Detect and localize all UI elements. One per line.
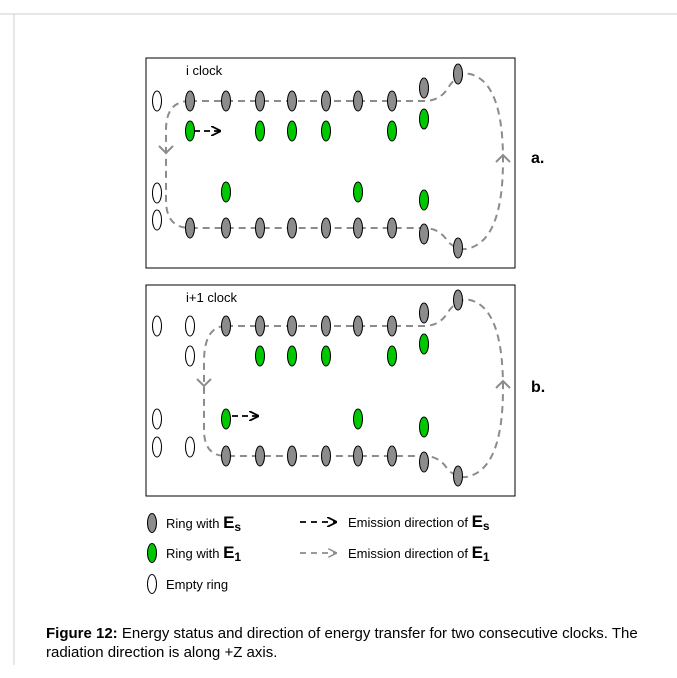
panel-a-green-ring xyxy=(387,120,397,142)
panel-a-bottom-gray-ring xyxy=(453,237,463,259)
panel-b-bottom-gray-ring xyxy=(353,445,363,467)
rings xyxy=(152,63,463,487)
panel-b-loop xyxy=(203,298,505,479)
panel-a-bottom-gray-ring xyxy=(353,217,363,239)
panel-b-green-ring xyxy=(221,408,231,430)
panel-b-top-gray-ring xyxy=(387,315,397,337)
legend-es-subscript: s xyxy=(234,520,241,534)
panel-a-clock-label: i clock xyxy=(186,63,223,78)
legend-ring-e1-prefix: Ring with xyxy=(166,546,223,561)
panel-a-label: a. xyxy=(531,150,544,167)
panel-b-bottom-gray-ring xyxy=(255,445,265,467)
panel-b-top-gray-ring xyxy=(453,289,463,311)
panel-b-green-ring xyxy=(387,345,397,367)
panel-a-loop-arrow-down xyxy=(158,145,174,155)
legend-es-symbol: E xyxy=(223,513,234,532)
legend-e1-symbol: E xyxy=(223,543,234,562)
legend-ring-es-text: Ring with Es xyxy=(166,513,241,534)
panel-b-empty-ring xyxy=(152,408,162,430)
panel-b-frame xyxy=(145,284,516,497)
panel-a-bottom-gray-ring xyxy=(221,217,231,239)
panel-b-bottom-gray-ring xyxy=(321,445,331,467)
panel-a-top-gray-ring xyxy=(419,77,429,99)
panel-a-green-ring xyxy=(287,120,297,142)
panel-b-loop-arrow-down xyxy=(196,378,212,388)
panel-a-top-gray-ring xyxy=(321,90,331,112)
legend-ring-es-prefix: Ring with xyxy=(166,516,223,531)
panel-a-bottom-gray-ring xyxy=(321,217,331,239)
panel-a-top-gray-ring xyxy=(287,90,297,112)
legend-e1-subscript: 1 xyxy=(234,550,241,564)
panel-a-top-gray-ring xyxy=(353,90,363,112)
panel-b-green-ring xyxy=(353,408,363,430)
panel-b-empty-ring xyxy=(185,436,195,458)
panel-a-bottom-gray-ring xyxy=(387,217,397,239)
panel-b-bottom-gray-ring xyxy=(287,445,297,467)
figure-caption: Figure 12: Energy status and direction o… xyxy=(46,624,666,662)
panel-b-bottom-gray-ring xyxy=(419,451,429,473)
legend-ring-e1-text: Ring with E1 xyxy=(166,543,241,564)
panel-a-empty-ring xyxy=(152,209,162,231)
panel-b-green-ring xyxy=(255,345,265,367)
legend-empty-ring-text: Empty ring xyxy=(166,577,228,592)
panel-a-green-ring xyxy=(419,108,429,130)
legend-emission-e1-symbol: E xyxy=(472,543,483,562)
panel-b-label: b. xyxy=(531,379,545,396)
caption-text: Energy status and direction of energy tr… xyxy=(46,625,638,661)
panel-b-top-gray-ring xyxy=(221,315,231,337)
panel-a-top-gray-ring xyxy=(255,90,265,112)
panel-b-loop-arrow-up xyxy=(495,379,511,389)
panel-b-green-ring xyxy=(419,333,429,355)
panel-a-green-ring xyxy=(353,181,363,203)
panel-a-bottom-gray-ring xyxy=(287,217,297,239)
legend-emission-es-symbol: E xyxy=(472,512,483,531)
panel-a-top-gray-ring xyxy=(387,90,397,112)
legend-emission-es-subscript: s xyxy=(483,519,490,533)
panel-a-bottom-gray-ring xyxy=(185,217,195,239)
legend-green-ring-icon xyxy=(147,543,157,563)
panel-b-top-gray-ring xyxy=(419,302,429,324)
legend-empty-ring-icon xyxy=(147,574,157,594)
legend: Ring with Es Ring with E1 Empty ring Emi… xyxy=(147,512,490,594)
panel-b-green-ring xyxy=(419,416,429,438)
panel-b-clock-label: i+1 clock xyxy=(186,290,237,305)
panel-a-empty-ring xyxy=(152,90,162,112)
panel-b-empty-ring xyxy=(152,436,162,458)
panel-b-top-gray-ring xyxy=(255,315,265,337)
panel-b-empty-ring xyxy=(185,345,195,367)
panel-a-bottom-gray-ring xyxy=(419,223,429,245)
panel-a-loop-arrow-up xyxy=(495,153,511,163)
legend-gray-ring-icon xyxy=(147,513,157,533)
panel-b-empty-ring xyxy=(185,315,195,337)
legend-emission-es-text: Emission direction of Es xyxy=(348,512,490,533)
panel-b-bottom-gray-ring xyxy=(453,465,463,487)
panel-b-bottom-gray-ring xyxy=(221,445,231,467)
panel-b-top-gray-ring xyxy=(353,315,363,337)
legend-emission-e1-prefix: Emission direction of xyxy=(348,546,472,561)
panel-a-bottom-gray-ring xyxy=(255,217,265,239)
panel-a-top-gray-ring xyxy=(221,90,231,112)
legend-emission-e1-subscript: 1 xyxy=(483,550,490,564)
panel-a-green-ring xyxy=(255,120,265,142)
legend-emission-es-prefix: Emission direction of xyxy=(348,515,472,530)
panel-a-green-ring xyxy=(221,181,231,203)
energy-loops xyxy=(158,72,511,479)
caption-label: Figure 12: xyxy=(46,625,118,642)
panel-a-green-ring xyxy=(321,120,331,142)
panel-a-frame xyxy=(145,57,516,269)
panel-a-top-gray-ring xyxy=(185,90,195,112)
panel-a-green-ring xyxy=(185,120,195,142)
panel-b-empty-ring xyxy=(152,315,162,337)
panel-b-top-gray-ring xyxy=(287,315,297,337)
panel-b-green-ring xyxy=(321,345,331,367)
legend-emission-e1-text: Emission direction of E1 xyxy=(348,543,490,564)
panel-a-green-ring xyxy=(419,189,429,211)
panel-b-green-ring xyxy=(287,345,297,367)
panel-a-top-gray-ring xyxy=(453,63,463,85)
panel-b-top-gray-ring xyxy=(321,315,331,337)
panel-b-bottom-gray-ring xyxy=(387,445,397,467)
panel-a-empty-ring xyxy=(152,182,162,204)
